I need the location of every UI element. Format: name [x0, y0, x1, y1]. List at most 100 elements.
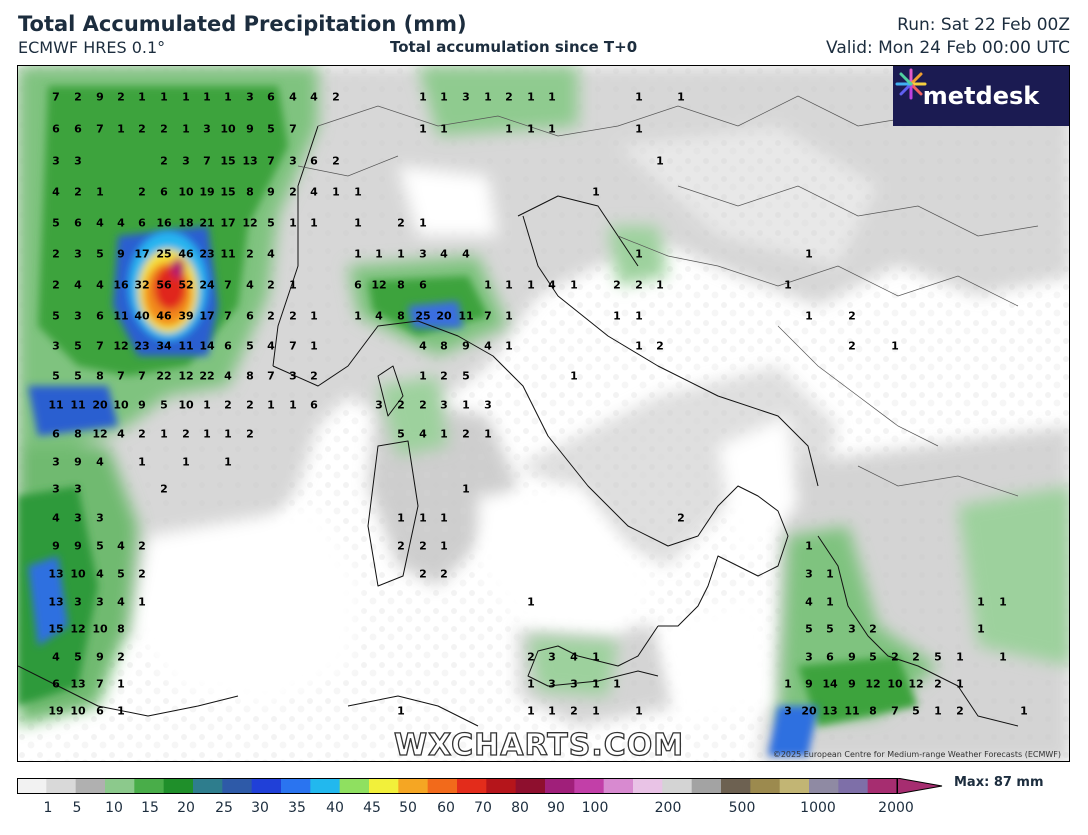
precip-value: 3	[375, 398, 383, 412]
precip-value: 46	[156, 309, 172, 323]
precip-value: 1	[784, 677, 792, 691]
precip-value: 1	[977, 595, 985, 609]
precip-value: 1	[484, 90, 492, 104]
precip-value: 1	[635, 247, 643, 261]
scale-color-cell	[17, 778, 47, 794]
valid-time: Valid: Mon 24 Feb 00:00 UTC	[826, 38, 1070, 58]
precip-value: 2	[224, 398, 232, 412]
precip-value: 2	[848, 309, 856, 323]
precip-value: 2	[117, 90, 125, 104]
precip-value: 2	[74, 185, 82, 199]
scale-color-cell	[574, 778, 605, 794]
precip-value: 9	[52, 539, 60, 553]
precip-value: 1	[956, 677, 964, 691]
ecmwf-copyright: ©2025 European Centre for Medium-range W…	[772, 750, 1061, 759]
precip-value: 7	[96, 339, 104, 353]
precip-value: 7	[891, 704, 899, 718]
scale-arrow	[896, 778, 943, 794]
precip-value: 3	[52, 339, 60, 353]
precipitation-map[interactable]: 7 2 9 2 1 1 1 1 1 3 6 4 4 2 6 6 7 1 2 2 1 3 10 9 5 7 3 3 2 3 7 15 13 7 3 6 2…	[17, 65, 1070, 762]
precip-value: 6	[52, 122, 60, 136]
precip-value: 4	[117, 539, 125, 553]
scale-color-cell	[779, 778, 810, 794]
precip-value: 1	[805, 247, 813, 261]
scale-color-cell	[339, 778, 370, 794]
precip-value: 13	[70, 677, 86, 691]
precip-value: 11	[113, 309, 129, 323]
precip-value: 1	[310, 339, 318, 353]
precip-value: 2	[397, 539, 405, 553]
precip-value: 2	[289, 309, 297, 323]
scale-color-cell	[603, 778, 634, 794]
precip-value: 1	[656, 154, 664, 168]
precip-value: 1	[182, 90, 190, 104]
precip-value: 1	[505, 278, 513, 292]
precip-value: 24	[199, 278, 215, 292]
precip-value: 10	[92, 622, 108, 636]
precip-value: 1	[310, 309, 318, 323]
precip-value: 15	[48, 622, 64, 636]
scale-label: 1	[43, 800, 53, 816]
precip-value: 2	[419, 398, 427, 412]
precip-value: 7	[484, 309, 492, 323]
precip-value: 12	[242, 216, 258, 230]
scale-color-cell	[662, 778, 693, 794]
borders	[297, 95, 1039, 497]
scale-label: 2000	[878, 800, 914, 816]
precip-value: 1	[138, 455, 146, 469]
precip-value: 1	[635, 309, 643, 323]
precip-value: 4	[419, 427, 427, 441]
precip-value: 3	[548, 677, 556, 691]
precip-value: 5	[74, 369, 82, 383]
precip-value: 6	[160, 185, 168, 199]
precip-value: 34	[156, 339, 172, 353]
precip-value: 2	[527, 650, 535, 664]
precip-value: 1	[419, 511, 427, 525]
precip-value: 12	[113, 339, 129, 353]
precip-value: 1	[505, 122, 513, 136]
precip-value: 2	[117, 650, 125, 664]
precip-value: 1	[440, 511, 448, 525]
precip-value: 15	[220, 154, 236, 168]
precip-value: 10	[113, 398, 129, 412]
precip-value: 3	[548, 650, 556, 664]
precip-value: 2	[138, 122, 146, 136]
precip-value: 2	[419, 567, 427, 581]
precip-value: 46	[178, 247, 194, 261]
precip-value: 12	[371, 278, 387, 292]
precip-value: 17	[199, 309, 215, 323]
precip-value: 18	[178, 216, 194, 230]
precip-value: 17	[134, 247, 150, 261]
precip-value: 3	[52, 482, 60, 496]
precip-value: 2	[138, 185, 146, 199]
precip-value: 1	[592, 677, 600, 691]
precip-value: 1	[419, 122, 427, 136]
precip-value: 1	[117, 677, 125, 691]
precip-value: 6	[354, 278, 362, 292]
precip-value: 9	[96, 650, 104, 664]
precip-value: 1	[440, 122, 448, 136]
precip-value: 5	[52, 309, 60, 323]
precip-value: 4	[267, 339, 275, 353]
precip-value: 11	[48, 398, 64, 412]
precip-value: 22	[199, 369, 215, 383]
scale-color-cell	[75, 778, 106, 794]
precip-value: 1	[354, 309, 362, 323]
scale-max-label: Max: 87 mm	[954, 775, 1044, 790]
precip-value: 1	[289, 278, 297, 292]
scale-color-cell	[163, 778, 194, 794]
precip-value: 1	[203, 398, 211, 412]
precip-value: 4	[96, 455, 104, 469]
precip-value: 9	[848, 650, 856, 664]
precip-value: 16	[156, 216, 172, 230]
precip-value: 40	[134, 309, 150, 323]
precip-value: 1	[354, 247, 362, 261]
scale-color-cell	[105, 778, 135, 794]
precip-value: 1	[203, 90, 211, 104]
precip-value: 7	[289, 339, 297, 353]
precip-value: 2	[246, 247, 254, 261]
precip-value: 6	[419, 278, 427, 292]
scale-label: 15	[141, 800, 159, 816]
precip-value: 3	[784, 704, 792, 718]
precip-value: 1	[527, 595, 535, 609]
